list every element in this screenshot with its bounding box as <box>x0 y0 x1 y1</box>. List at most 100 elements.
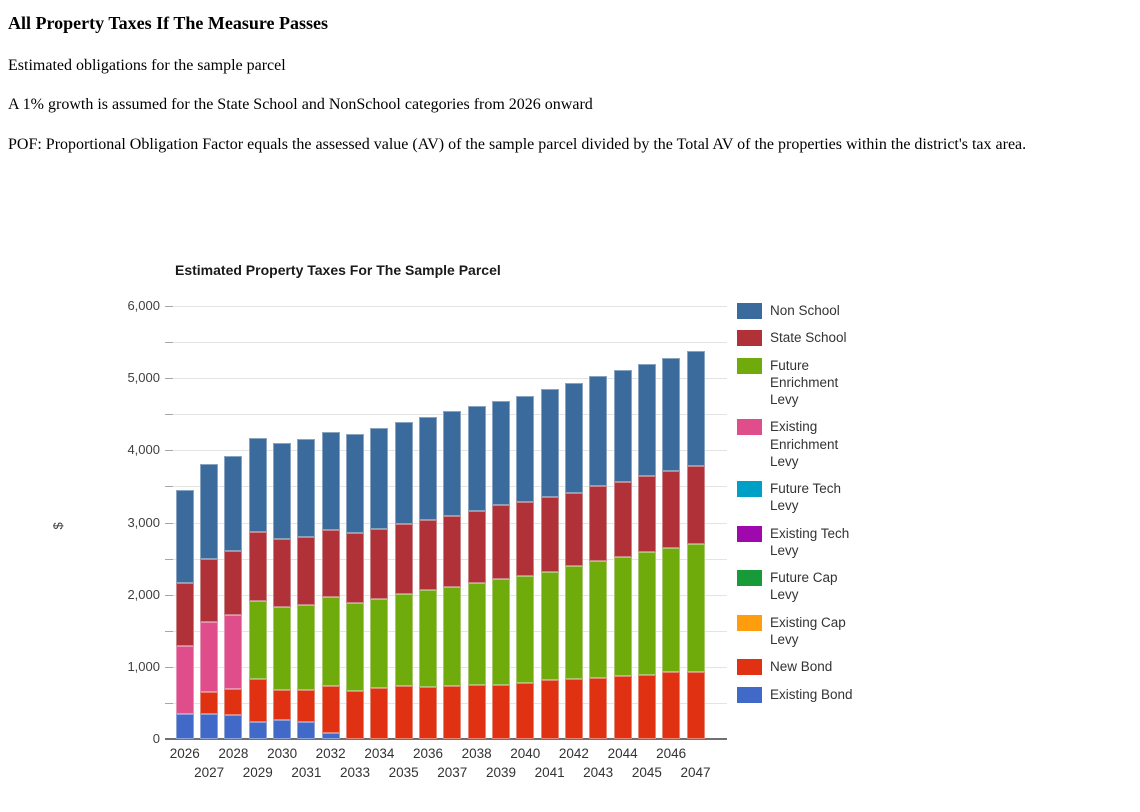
bar-segment-non-school[interactable] <box>394 422 413 525</box>
bar-segment-state-school[interactable] <box>321 530 340 598</box>
bar-segment-non-school[interactable] <box>467 405 486 512</box>
bar-2035[interactable] <box>394 422 413 739</box>
bar-segment-future-enrichment-levy[interactable] <box>248 600 267 680</box>
bar-segment-new-bond[interactable] <box>613 675 632 739</box>
bar-segment-state-school[interactable] <box>419 519 437 591</box>
bar-segment-state-school[interactable] <box>346 532 364 603</box>
bar-2026[interactable] <box>175 490 194 739</box>
bar-segment-future-enrichment-levy[interactable] <box>662 547 681 673</box>
bar-segment-non-school[interactable] <box>224 455 243 551</box>
legend-item-non-school[interactable]: Non School <box>737 302 867 319</box>
bar-segment-existing-bond[interactable] <box>200 714 219 739</box>
bar-2029[interactable] <box>248 437 267 739</box>
bar-segment-state-school[interactable] <box>662 470 681 548</box>
bar-segment-future-enrichment-levy[interactable] <box>613 557 632 676</box>
bar-segment-new-bond[interactable] <box>321 685 340 733</box>
bar-segment-non-school[interactable] <box>346 434 364 533</box>
bar-segment-state-school[interactable] <box>540 496 559 572</box>
bar-segment-future-enrichment-levy[interactable] <box>564 566 583 679</box>
bar-segment-new-bond[interactable] <box>419 687 437 739</box>
bar-segment-state-school[interactable] <box>273 538 292 607</box>
bar-segment-new-bond[interactable] <box>589 677 608 739</box>
bar-segment-non-school[interactable] <box>613 369 632 482</box>
bar-segment-future-enrichment-levy[interactable] <box>516 575 535 684</box>
bar-segment-existing-bond[interactable] <box>224 715 243 739</box>
bar-segment-new-bond[interactable] <box>273 689 292 721</box>
bar-segment-future-enrichment-levy[interactable] <box>273 606 292 690</box>
bar-2037[interactable] <box>443 411 462 739</box>
bar-2040[interactable] <box>516 395 535 739</box>
bar-2039[interactable] <box>492 400 510 739</box>
bar-segment-existing-bond[interactable] <box>248 721 267 739</box>
bar-segment-existing-bond[interactable] <box>175 714 194 739</box>
bar-segment-new-bond[interactable] <box>540 680 559 739</box>
legend-item-future-cap-levy[interactable]: Future Cap Levy <box>737 569 867 604</box>
bar-2027[interactable] <box>200 464 219 739</box>
bar-2047[interactable] <box>686 351 705 739</box>
bar-segment-non-school[interactable] <box>370 427 389 529</box>
bar-segment-non-school[interactable] <box>443 411 462 516</box>
bar-2031[interactable] <box>297 438 316 739</box>
bar-2043[interactable] <box>589 375 608 739</box>
bar-segment-new-bond[interactable] <box>394 686 413 739</box>
bar-2033[interactable] <box>346 434 364 739</box>
bar-segment-non-school[interactable] <box>686 351 705 466</box>
bar-segment-state-school[interactable] <box>200 558 219 623</box>
legend-item-new-bond[interactable]: New Bond <box>737 658 867 676</box>
bar-2044[interactable] <box>613 369 632 739</box>
bar-segment-future-enrichment-levy[interactable] <box>637 552 656 675</box>
bar-2038[interactable] <box>467 405 486 739</box>
legend-item-existing-tech-levy[interactable]: Existing Tech Levy <box>737 525 867 560</box>
bar-2034[interactable] <box>370 427 389 739</box>
bar-segment-non-school[interactable] <box>540 388 559 497</box>
bar-segment-future-enrichment-levy[interactable] <box>443 587 462 686</box>
bar-segment-future-enrichment-levy[interactable] <box>419 590 437 688</box>
bar-segment-non-school[interactable] <box>662 358 681 471</box>
bar-segment-new-bond[interactable] <box>492 684 510 739</box>
bar-segment-future-enrichment-levy[interactable] <box>321 597 340 686</box>
bar-segment-state-school[interactable] <box>467 511 486 584</box>
bar-segment-state-school[interactable] <box>297 537 316 606</box>
bar-2041[interactable] <box>540 388 559 739</box>
bar-segment-non-school[interactable] <box>321 431 340 531</box>
legend-item-future-enrichment-levy[interactable]: Future Enrichment Levy <box>737 357 867 409</box>
bar-segment-state-school[interactable] <box>394 524 413 595</box>
bar-2032[interactable] <box>321 431 340 739</box>
bar-segment-state-school[interactable] <box>370 528 389 599</box>
bar-segment-future-enrichment-levy[interactable] <box>370 599 389 689</box>
bar-segment-state-school[interactable] <box>637 475 656 553</box>
bar-segment-non-school[interactable] <box>564 383 583 493</box>
bar-segment-non-school[interactable] <box>637 364 656 476</box>
bar-segment-state-school[interactable] <box>443 515 462 588</box>
bar-segment-non-school[interactable] <box>492 400 510 505</box>
bar-segment-non-school[interactable] <box>248 437 267 533</box>
bar-segment-state-school[interactable] <box>492 504 510 580</box>
bar-segment-state-school[interactable] <box>516 501 535 576</box>
bar-segment-future-enrichment-levy[interactable] <box>492 579 510 685</box>
legend-item-existing-bond[interactable]: Existing Bond <box>737 686 867 703</box>
bar-segment-non-school[interactable] <box>297 438 316 538</box>
bar-segment-future-enrichment-levy[interactable] <box>467 583 486 686</box>
bar-segment-existing-bond[interactable] <box>297 722 316 739</box>
bar-segment-future-enrichment-levy[interactable] <box>589 561 608 678</box>
legend-item-future-tech-levy[interactable]: Future Tech Levy <box>737 480 867 515</box>
bar-segment-state-school[interactable] <box>248 532 267 601</box>
bar-segment-future-enrichment-levy[interactable] <box>540 571 559 681</box>
bar-segment-existing-enrichment-levy[interactable] <box>175 645 194 715</box>
bar-segment-new-bond[interactable] <box>443 685 462 739</box>
bar-segment-new-bond[interactable] <box>346 691 364 739</box>
bar-segment-new-bond[interactable] <box>467 685 486 739</box>
bar-segment-non-school[interactable] <box>273 442 292 539</box>
bar-segment-new-bond[interactable] <box>370 688 389 739</box>
bar-segment-non-school[interactable] <box>175 490 194 584</box>
bar-segment-new-bond[interactable] <box>297 689 316 723</box>
bar-segment-future-enrichment-levy[interactable] <box>297 605 316 690</box>
legend-item-state-school[interactable]: State School <box>737 329 867 347</box>
bar-segment-state-school[interactable] <box>686 465 705 544</box>
bar-segment-future-enrichment-levy[interactable] <box>686 543 705 672</box>
bar-segment-existing-enrichment-levy[interactable] <box>200 622 219 693</box>
bar-segment-state-school[interactable] <box>589 486 608 562</box>
bar-2045[interactable] <box>637 364 656 739</box>
bar-segment-state-school[interactable] <box>175 583 194 646</box>
bar-segment-new-bond[interactable] <box>248 679 267 722</box>
